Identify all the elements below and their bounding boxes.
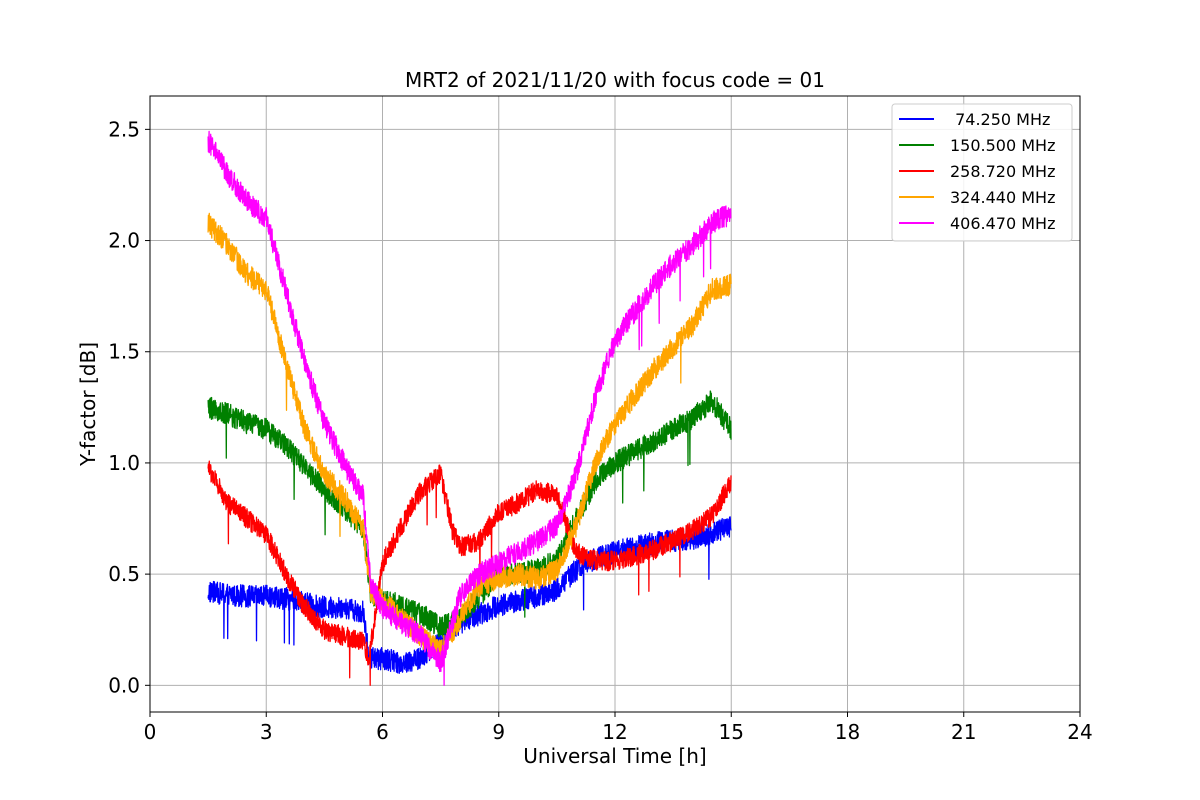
y-tick-label: 1.0 [108, 451, 140, 475]
x-tick-label: 3 [260, 720, 273, 744]
legend-entry-label: 406.470 MHz [950, 214, 1055, 233]
series-line [207, 516, 732, 675]
legend-entry-label: 324.440 MHz [950, 188, 1055, 207]
x-tick-label: 15 [719, 720, 744, 744]
series-line [207, 390, 732, 638]
chart-title: MRT2 of 2021/11/20 with focus code = 01 [405, 68, 825, 92]
y-tick-label: 0.0 [108, 673, 140, 697]
series-line [207, 130, 732, 686]
x-tick-label: 9 [492, 720, 505, 744]
y-tick-label: 2.0 [108, 229, 140, 253]
legend-box [891, 103, 1073, 242]
legend-entry-label: 258.720 MHz [950, 162, 1055, 181]
y-axis-label: Y-factor [dB] [76, 342, 100, 467]
x-tick-label: 18 [835, 720, 860, 744]
x-tick-label: 21 [951, 720, 976, 744]
x-tick-label: 12 [602, 720, 627, 744]
x-tick-label: 6 [376, 720, 389, 744]
series-line [207, 212, 732, 664]
x-tick-label: 24 [1067, 720, 1092, 744]
series-layer [207, 130, 732, 686]
ticks: 0 3 6 9 12 15 18 21 24 0.0 0.5 1.0 1.5 2.0 2.5 [108, 117, 1093, 744]
x-axis-label: Universal Time [h] [523, 744, 706, 768]
legend-entry-label: 150.500 MHz [950, 136, 1055, 155]
legend: 74.250 MHz 150.500 MHz 258.720 MHz 324.440 … [891, 103, 1073, 242]
y-tick-label: 0.5 [108, 562, 140, 586]
y-tick-label: 1.5 [108, 340, 140, 364]
y-tick-label: 2.5 [108, 117, 140, 141]
x-tick-label: 0 [144, 720, 157, 744]
legend-entry-label: 74.250 MHz [950, 110, 1050, 129]
series-line [207, 460, 732, 686]
